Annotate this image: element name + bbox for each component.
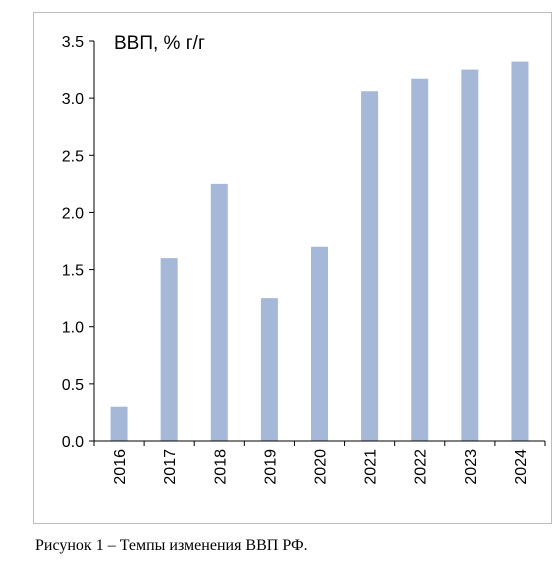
x-tick-label: 2019 — [262, 449, 279, 485]
bar-2017 — [160, 258, 178, 441]
x-axis-ticks: 2016 2017 2018 2019 2020 2021 2022 2023 2024 — [93, 441, 546, 485]
x-tick-label: 2016 — [112, 449, 129, 485]
x-tick-label: 2021 — [363, 449, 380, 485]
bars-group — [110, 61, 529, 442]
x-tick-label: 2024 — [513, 449, 530, 485]
bar-2023 — [461, 69, 479, 442]
x-tick-label: 2022 — [413, 449, 430, 485]
figure-caption: Рисунок 1 – Темпы изменения ВВП РФ. — [35, 537, 308, 554]
x-tick-label: 2020 — [313, 449, 330, 485]
bar-2018 — [210, 183, 228, 441]
y-tick-label: 1.0 — [62, 320, 84, 337]
chart-title: ВВП, % г/г — [114, 33, 205, 54]
x-tick-label: 2017 — [162, 449, 179, 485]
gdp-bar-chart: 0.00.51.01.52.02.53.03.5 2016 2017 2018 201… — [62, 33, 546, 485]
x-tick-label: 2018 — [212, 449, 229, 485]
bar-2024 — [511, 61, 529, 441]
y-tick-label: 3.0 — [62, 91, 84, 108]
bar-2016 — [110, 406, 128, 441]
x-tick-label: 2023 — [463, 449, 480, 485]
bar-2019 — [260, 298, 278, 441]
y-tick-label: 0.0 — [62, 434, 84, 451]
y-tick-label: 2.5 — [62, 148, 84, 165]
bar-2021 — [361, 91, 379, 442]
y-tick-label: 3.5 — [62, 34, 84, 51]
bar-2022 — [411, 78, 429, 441]
y-tick-label: 1.5 — [62, 263, 84, 280]
y-axis-ticks: 0.0 0.5 1.0 1.5 2.0 2.5 3.0 3.5 — [62, 34, 94, 451]
bar-2020 — [311, 246, 328, 441]
y-tick-label: 0.5 — [62, 377, 84, 394]
y-tick-label: 2.0 — [62, 205, 84, 222]
